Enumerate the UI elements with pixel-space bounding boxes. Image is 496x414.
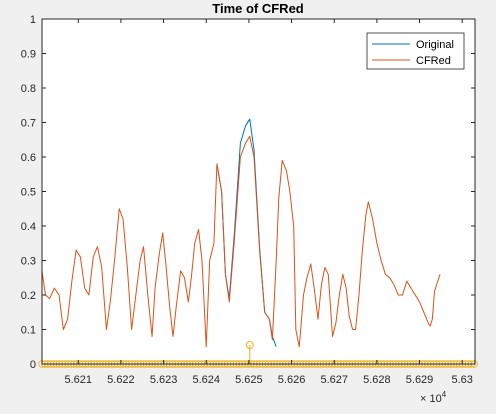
y-tick-label: 0 xyxy=(30,359,36,371)
x-tick-label: 5.627 xyxy=(320,374,348,386)
x-tick-label: 5.623 xyxy=(150,374,178,386)
x-tick-label: 5.625 xyxy=(235,374,263,386)
legend-label-cfred: CFRed xyxy=(416,55,451,67)
series-line-cfred xyxy=(41,135,441,348)
y-tick-label: 0.9 xyxy=(21,49,36,61)
series-lines xyxy=(41,118,441,348)
x-tick-label: 5.622 xyxy=(107,374,135,386)
x-exponent-base: × 10 xyxy=(420,393,442,405)
axis-ticks: 5.621 5.622 5.623 5.624 5.625 5.626 5.627 5.628… xyxy=(21,14,475,386)
x-tick-label: 5.624 xyxy=(192,374,220,386)
legend-box xyxy=(366,32,465,70)
legend: Original CFRed xyxy=(366,32,465,70)
x-exponent-power: 4 xyxy=(442,390,447,399)
x-tick-label: 5.628 xyxy=(363,374,391,386)
chart-title: Time of CFRed xyxy=(212,1,304,16)
y-tick-label: 0.3 xyxy=(21,256,36,268)
y-tick-label: 0.5 xyxy=(21,187,36,199)
y-tick-label: 0.1 xyxy=(21,325,36,337)
x-tick-label: 5.63 xyxy=(451,374,472,386)
y-tick-label: 1 xyxy=(30,14,36,26)
x-exponent-label: × 104 xyxy=(420,390,447,405)
axes-background xyxy=(42,19,475,364)
y-tick-label: 0.4 xyxy=(21,221,36,233)
x-tick-label: 5.629 xyxy=(406,374,434,386)
y-tick-label: 0.8 xyxy=(21,83,36,95)
y-tick-label: 0.6 xyxy=(21,152,36,164)
y-tick-label: 0.2 xyxy=(21,290,36,302)
legend-label-original: Original xyxy=(416,39,454,51)
stem-peak-marker xyxy=(245,341,254,350)
y-tick-label: 0.7 xyxy=(21,118,36,130)
x-tick-label: 5.621 xyxy=(64,374,92,386)
x-tick-label: 5.626 xyxy=(278,374,306,386)
